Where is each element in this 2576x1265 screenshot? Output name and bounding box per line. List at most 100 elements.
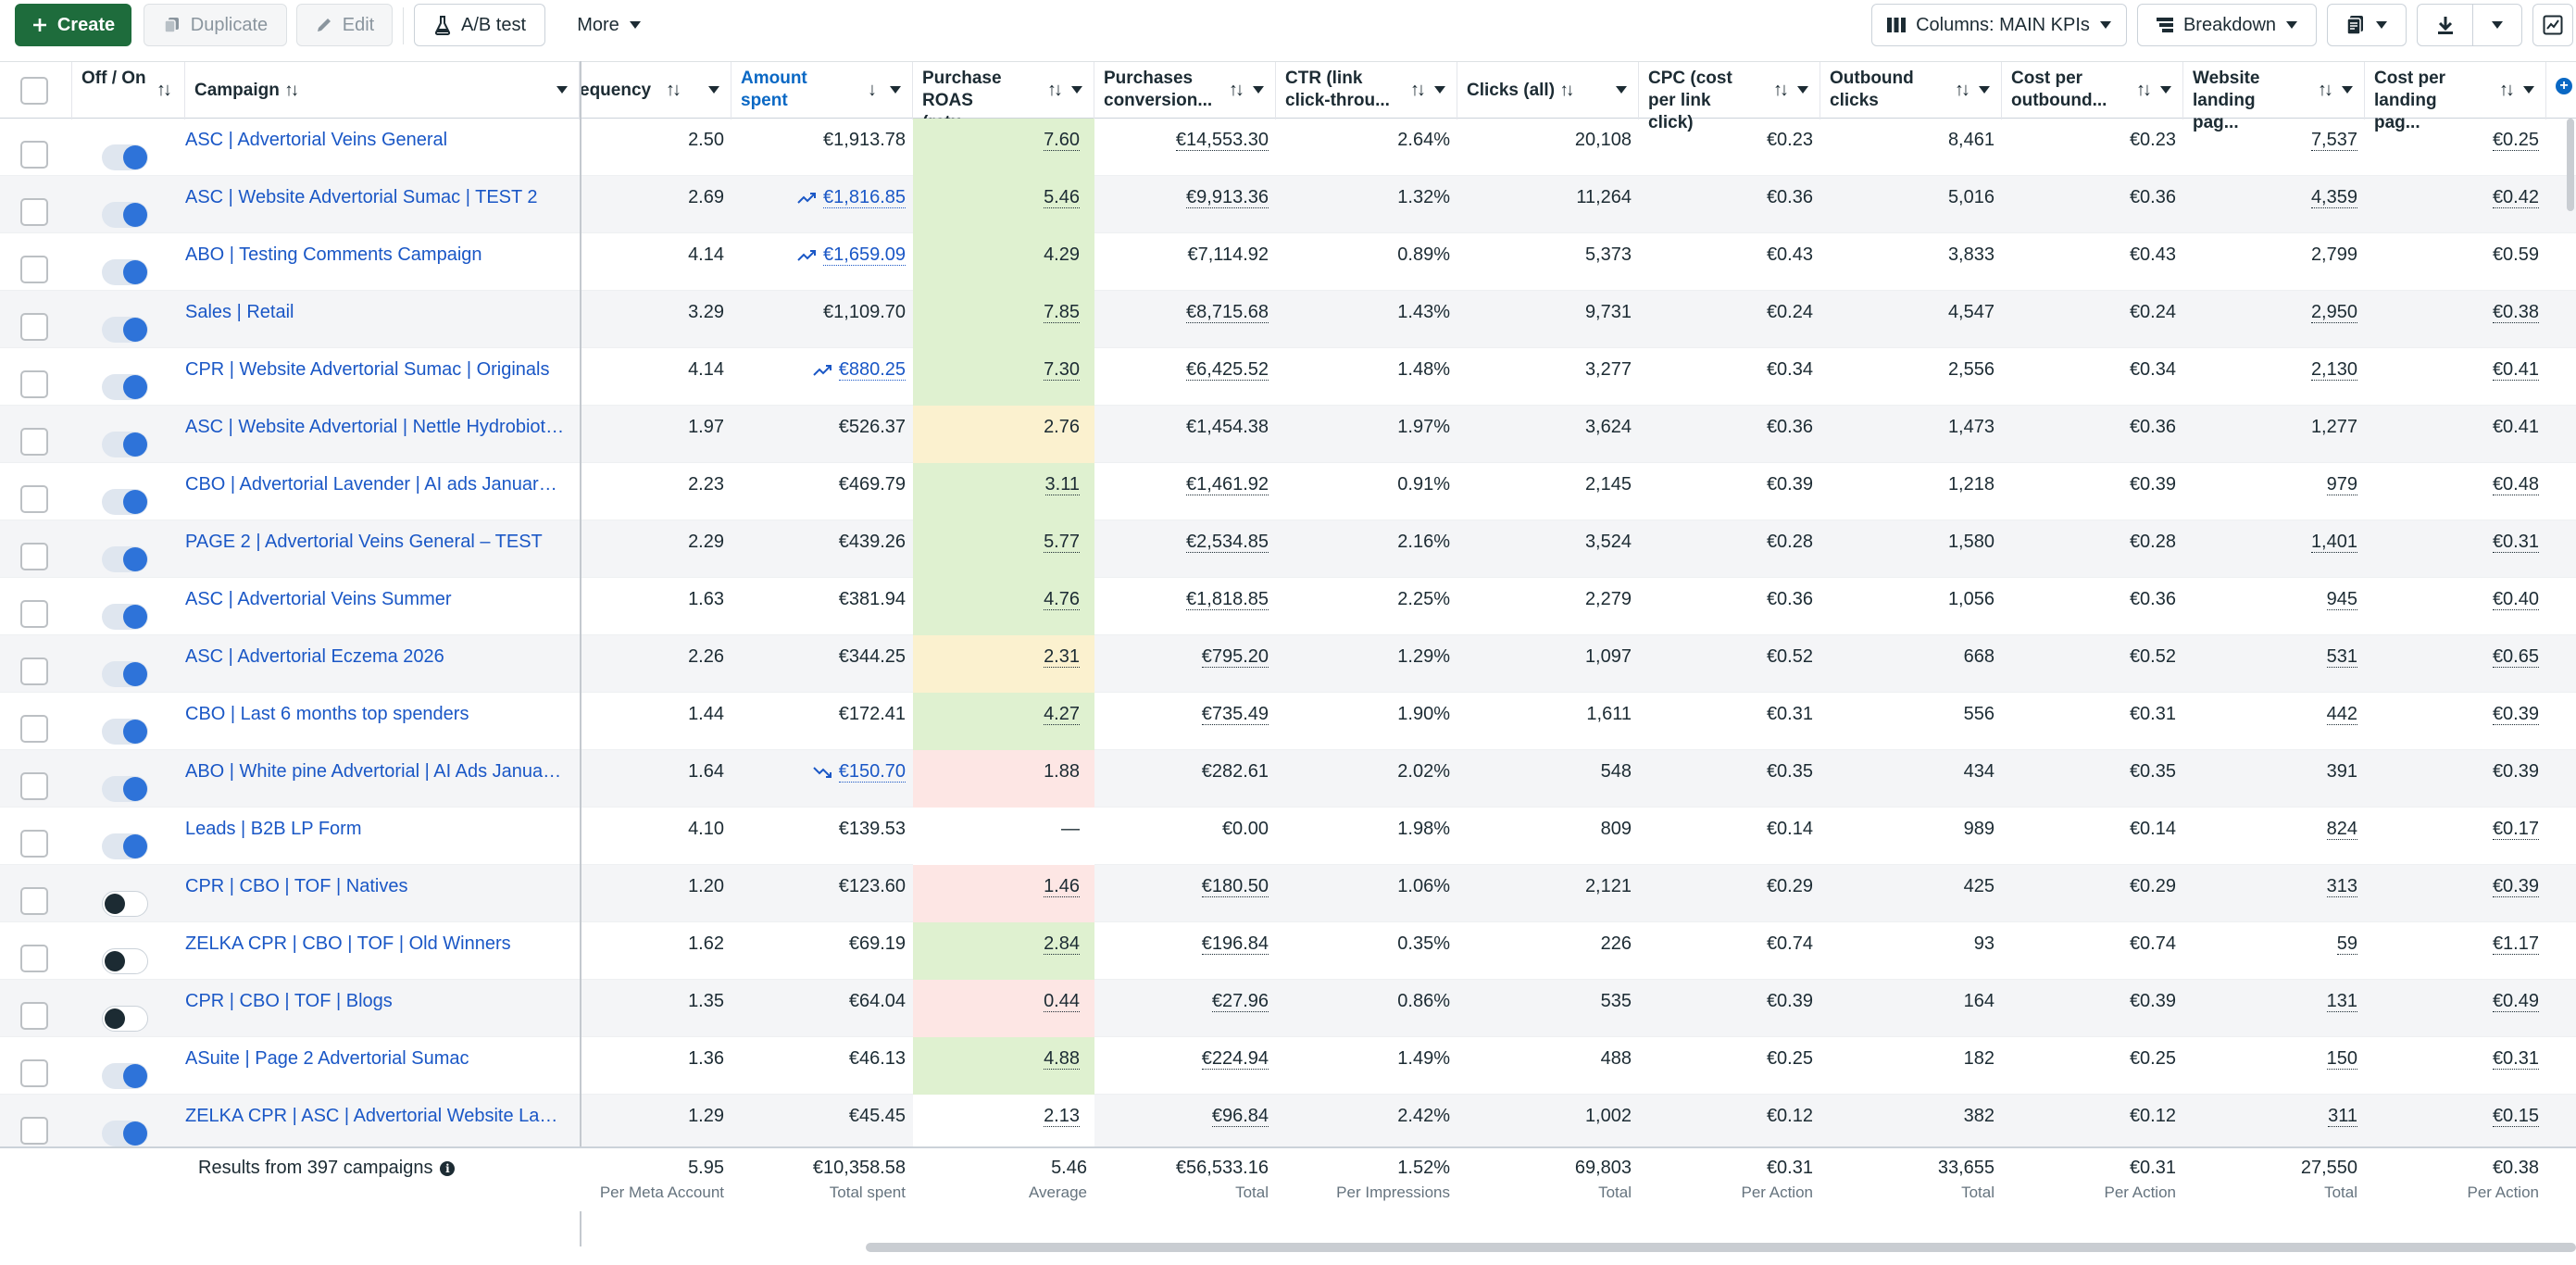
campaign-name-link[interactable]: ABO | Testing Comments Campaign (185, 244, 482, 265)
duplicate-button[interactable]: Duplicate (144, 4, 287, 46)
table-row[interactable]: CPR | CBO | TOF | Blogs 0.44 1.35 €64.04 €27… (0, 980, 2576, 1037)
horizontal-scrollbar[interactable] (866, 1243, 2576, 1252)
vertical-scrollbar[interactable] (2567, 119, 2574, 211)
chevron-down-icon[interactable] (890, 86, 901, 94)
trend-down-icon[interactable] (812, 765, 833, 780)
campaign-name-link[interactable]: CPR | CBO | TOF | Blogs (185, 991, 393, 1011)
sort-icon[interactable]: ↑↓ (1410, 80, 1426, 100)
row-checkbox[interactable] (20, 1002, 48, 1030)
row-checkbox[interactable] (20, 600, 48, 628)
reports-button[interactable] (2327, 4, 2407, 46)
chevron-down-icon[interactable] (556, 86, 568, 94)
campaign-toggle[interactable] (102, 546, 148, 572)
row-checkbox[interactable] (20, 485, 48, 513)
campaign-toggle[interactable] (102, 719, 148, 745)
sort-icon[interactable]: ↑↓ (1773, 80, 1789, 100)
table-row[interactable]: ABO | Testing Comments Campaign 4.29 4.14 €… (0, 233, 2576, 291)
campaign-name-link[interactable]: ASC | Website Advertorial Sumac | TEST 2 (185, 187, 538, 207)
sort-icon[interactable]: ↑↓ (1229, 80, 1244, 100)
ctr-header[interactable]: CTR (link click-throu... ↑↓ (1276, 62, 1457, 119)
chevron-down-icon[interactable] (2523, 86, 2534, 94)
campaign-name-link[interactable]: CBO | Advertorial Lavender | AI ads Janu… (185, 474, 565, 495)
select-all-checkbox[interactable] (20, 77, 48, 105)
amount-spent-header[interactable]: Amount spent ↓ (732, 62, 913, 119)
frequency-header[interactable]: equency ↑↓ (580, 62, 732, 119)
campaign-name-link[interactable]: ZELKA CPR | ASC | Advertorial Website La… (185, 1106, 565, 1126)
sort-icon[interactable]: ↑↓ (1047, 80, 1063, 100)
breakdown-button[interactable]: Breakdown (2137, 4, 2317, 46)
chevron-down-icon[interactable] (1071, 86, 1082, 94)
trend-up-icon[interactable] (797, 248, 818, 263)
sort-icon[interactable]: ↑↓ (2318, 80, 2333, 100)
campaign-toggle[interactable] (102, 144, 148, 170)
row-checkbox[interactable] (20, 256, 48, 283)
campaign-toggle[interactable] (102, 661, 148, 687)
trend-up-icon[interactable] (812, 363, 833, 378)
row-checkbox[interactable] (20, 658, 48, 685)
campaign-toggle[interactable] (102, 202, 148, 228)
campaign-toggle[interactable] (102, 1006, 148, 1032)
campaign-toggle[interactable] (102, 1121, 148, 1146)
chevron-down-icon[interactable] (1979, 86, 1990, 94)
chevron-down-icon[interactable] (1253, 86, 1264, 94)
campaign-name-link[interactable]: ASuite | Page 2 Advertorial Sumac (185, 1048, 469, 1069)
campaign-name-link[interactable]: Sales | Retail (185, 302, 294, 322)
campaign-toggle[interactable] (102, 776, 148, 802)
campaign-name-link[interactable]: Leads | B2B LP Form (185, 819, 362, 839)
chevron-down-icon[interactable] (1797, 86, 1808, 94)
table-row[interactable]: ASC | Advertorial Veins Summer 4.76 1.63 €3… (0, 578, 2576, 635)
table-row[interactable]: ASC | Advertorial Eczema 2026 2.31 2.26 €34… (0, 635, 2576, 693)
row-checkbox[interactable] (20, 313, 48, 341)
table-row[interactable]: Leads | B2B LP Form — 4.10 €139.53 €0.00 1.98… (0, 808, 2576, 865)
row-checkbox[interactable] (20, 830, 48, 858)
row-checkbox[interactable] (20, 1059, 48, 1087)
purchases-conversion-header[interactable]: Purchases conversion... ↑↓ (1094, 62, 1276, 119)
campaign-name-link[interactable]: ASC | Website Advertorial | Nettle Hydro… (185, 417, 565, 437)
chevron-down-icon[interactable] (2160, 86, 2171, 94)
chevron-down-icon[interactable] (1616, 86, 1627, 94)
row-checkbox[interactable] (20, 772, 48, 800)
table-row[interactable]: Sales | Retail 7.85 3.29 €1,109.70 €8,715.68… (0, 291, 2576, 348)
sort-icon[interactable]: ↑↓ (1955, 80, 1970, 100)
campaign-toggle[interactable] (102, 489, 148, 515)
info-icon[interactable]: i (440, 1160, 456, 1176)
cost-per-outbound-header[interactable]: Cost per outbound... ↑↓ (2002, 62, 2183, 119)
table-row[interactable]: ASC | Website Advertorial Sumac | TEST 2… (0, 176, 2576, 233)
campaign-name-link[interactable]: PAGE 2 | Advertorial Veins General – TES… (185, 532, 543, 552)
export-button[interactable] (2418, 5, 2473, 45)
sort-icon[interactable]: ↑↓ (2136, 80, 2152, 100)
chevron-down-icon[interactable] (1434, 86, 1445, 94)
sort-icon[interactable]: ↑↓ (666, 80, 682, 100)
columns-button[interactable]: Columns: MAIN KPIs (1871, 4, 2127, 46)
sort-descending-icon[interactable]: ↓ (868, 80, 877, 100)
off-on-header[interactable]: Off / On ↑↓ (72, 62, 185, 119)
edit-button[interactable]: Edit (296, 4, 393, 46)
cost-per-landing-header[interactable]: Cost per landing pag... ↑↓ (2365, 62, 2546, 132)
row-checkbox[interactable] (20, 141, 48, 169)
table-row[interactable]: ZELKA CPR | CBO | TOF | Old Winners 2.84 1… (0, 922, 2576, 980)
table-row[interactable]: CPR | Website Advertorial Sumac | Origin… (0, 348, 2576, 406)
row-checkbox[interactable] (20, 198, 48, 226)
chevron-down-icon[interactable] (708, 86, 719, 94)
trend-up-icon[interactable] (797, 191, 818, 206)
sort-icon[interactable]: ↑↓ (2499, 80, 2515, 100)
row-checkbox[interactable] (20, 715, 48, 743)
row-checkbox[interactable] (20, 370, 48, 398)
clicks-header[interactable]: Clicks (all) ↑↓ (1457, 62, 1639, 119)
sort-icon[interactable]: ↑↓ (1559, 81, 1574, 100)
table-row[interactable]: CBO | Last 6 months top spenders 4.27 1.44… (0, 693, 2576, 750)
row-checkbox[interactable] (20, 945, 48, 972)
table-row[interactable]: ASC | Advertorial Veins General 7.60 2.50 €… (0, 119, 2576, 176)
campaign-toggle[interactable] (102, 604, 148, 630)
purchase-roas-header[interactable]: Purchase ROAS (retu... ↑↓ (913, 62, 1094, 132)
table-row[interactable]: CPR | CBO | TOF | Natives 1.46 1.20 €123.60… (0, 865, 2576, 922)
chevron-down-icon[interactable] (2342, 86, 2353, 94)
campaign-name-link[interactable]: ASC | Advertorial Veins General (185, 130, 448, 150)
campaign-toggle[interactable] (102, 1063, 148, 1089)
table-row[interactable]: ABO | White pine Advertorial | AI Ads Ja… (0, 750, 2576, 808)
campaign-toggle[interactable] (102, 833, 148, 859)
campaign-name-link[interactable]: CPR | Website Advertorial Sumac | Origin… (185, 359, 550, 380)
landing-page-views-header[interactable]: Website landing pag... ↑↓ (2183, 62, 2365, 132)
campaign-name-link[interactable]: ASC | Advertorial Veins Summer (185, 589, 452, 609)
row-checkbox[interactable] (20, 428, 48, 456)
